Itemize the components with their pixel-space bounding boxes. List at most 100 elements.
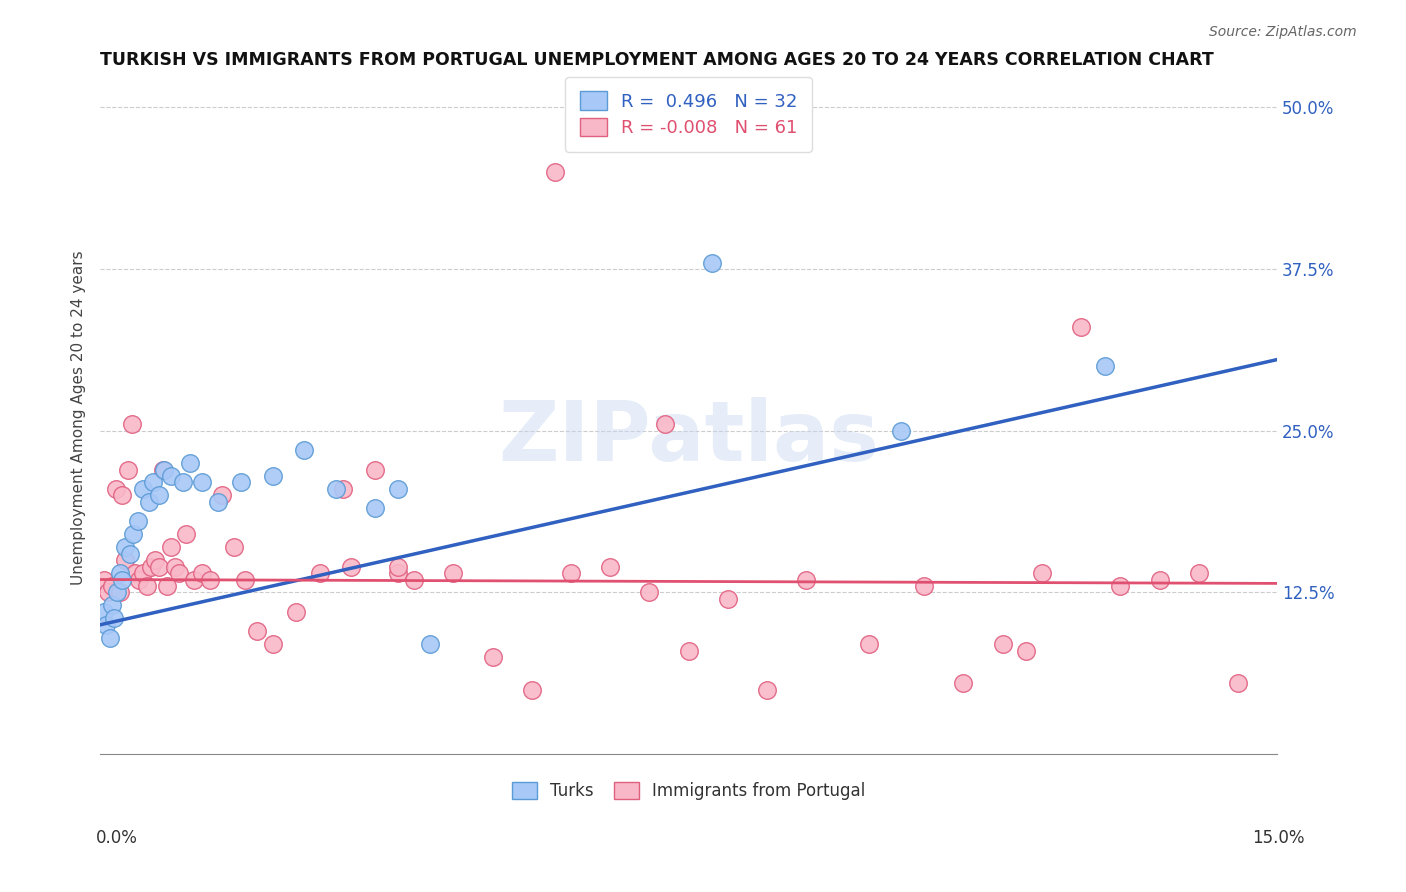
Point (98, 631, 121, 645)
Point (1109, 579, 1132, 593)
Point (108, 585, 131, 599)
Point (114, 540, 136, 554)
Point (153, 462, 176, 476)
Point (93, 605, 115, 619)
Point (156, 579, 179, 593)
Point (136, 579, 159, 593)
Point (678, 643, 700, 657)
Point (1070, 320, 1092, 334)
Point (93, 573, 115, 587)
Point (222, 540, 245, 554)
Point (207, 495, 229, 509)
Point (544, 165, 567, 179)
Text: Source: ZipAtlas.com: Source: ZipAtlas.com (1209, 25, 1357, 39)
Point (364, 462, 387, 476)
Point (262, 469, 284, 483)
Point (191, 566, 214, 580)
Point (124, 566, 146, 580)
Point (101, 579, 124, 593)
Text: 0.0%: 0.0% (96, 829, 138, 847)
Point (111, 573, 134, 587)
Point (796, 573, 818, 587)
Point (138, 495, 160, 509)
Point (104, 482, 127, 496)
Point (101, 599, 124, 613)
Point (332, 482, 354, 496)
Point (441, 566, 464, 580)
Point (118, 547, 141, 561)
Point (285, 605, 308, 619)
Text: TURKISH VS IMMIGRANTS FROM PORTUGAL UNEMPLOYMENT AMONG AGES 20 TO 24 YEARS CORRE: TURKISH VS IMMIGRANTS FROM PORTUGAL UNEM… (100, 51, 1213, 69)
Point (114, 553, 136, 567)
Point (262, 637, 284, 651)
Point (172, 475, 194, 490)
Point (599, 559, 621, 574)
Point (191, 475, 214, 490)
Text: 15.0%: 15.0% (1253, 829, 1305, 847)
Point (127, 514, 149, 528)
Point (387, 482, 409, 496)
Point (121, 417, 143, 432)
Point (211, 488, 233, 502)
Point (97, 585, 120, 599)
Text: ZIPatlas: ZIPatlas (498, 398, 879, 478)
Point (111, 488, 134, 502)
Point (991, 637, 1014, 651)
Point (1188, 566, 1211, 580)
Point (132, 566, 155, 580)
Point (163, 559, 186, 574)
Point (912, 579, 935, 593)
Point (1031, 566, 1053, 580)
Point (520, 682, 543, 697)
Point (1149, 573, 1171, 587)
Point (340, 559, 363, 574)
Point (890, 424, 912, 438)
Point (122, 527, 145, 541)
Point (233, 573, 256, 587)
Y-axis label: Unemployment Among Ages 20 to 24 years: Unemployment Among Ages 20 to 24 years (72, 251, 86, 585)
Point (183, 573, 205, 587)
Point (179, 456, 201, 470)
Point (1094, 359, 1116, 373)
Point (139, 559, 162, 574)
Point (292, 443, 315, 458)
Point (105, 585, 128, 599)
Point (325, 482, 347, 496)
Point (143, 553, 166, 567)
Point (387, 559, 409, 574)
Point (1015, 643, 1038, 657)
Point (128, 573, 150, 587)
Point (148, 488, 170, 502)
Legend: Turks, Immigrants from Portugal: Turks, Immigrants from Portugal (499, 768, 879, 814)
Point (159, 469, 181, 483)
Point (103, 611, 125, 625)
Point (108, 566, 131, 580)
Point (198, 573, 221, 587)
Point (132, 482, 155, 496)
Point (152, 462, 174, 476)
Point (148, 559, 170, 574)
Point (142, 475, 165, 490)
Point (654, 417, 676, 432)
Point (560, 566, 582, 580)
Point (117, 462, 139, 476)
Point (364, 501, 387, 516)
Point (481, 650, 503, 665)
Point (167, 566, 190, 580)
Point (952, 676, 974, 690)
Point (1227, 676, 1250, 690)
Point (402, 573, 425, 587)
Point (419, 637, 441, 651)
Point (96, 617, 118, 632)
Point (717, 591, 740, 606)
Point (756, 682, 779, 697)
Point (702, 255, 724, 269)
Point (231, 475, 253, 490)
Point (246, 624, 269, 639)
Point (638, 585, 661, 599)
Point (159, 540, 181, 554)
Point (387, 566, 409, 580)
Point (176, 527, 198, 541)
Point (308, 566, 330, 580)
Point (858, 637, 880, 651)
